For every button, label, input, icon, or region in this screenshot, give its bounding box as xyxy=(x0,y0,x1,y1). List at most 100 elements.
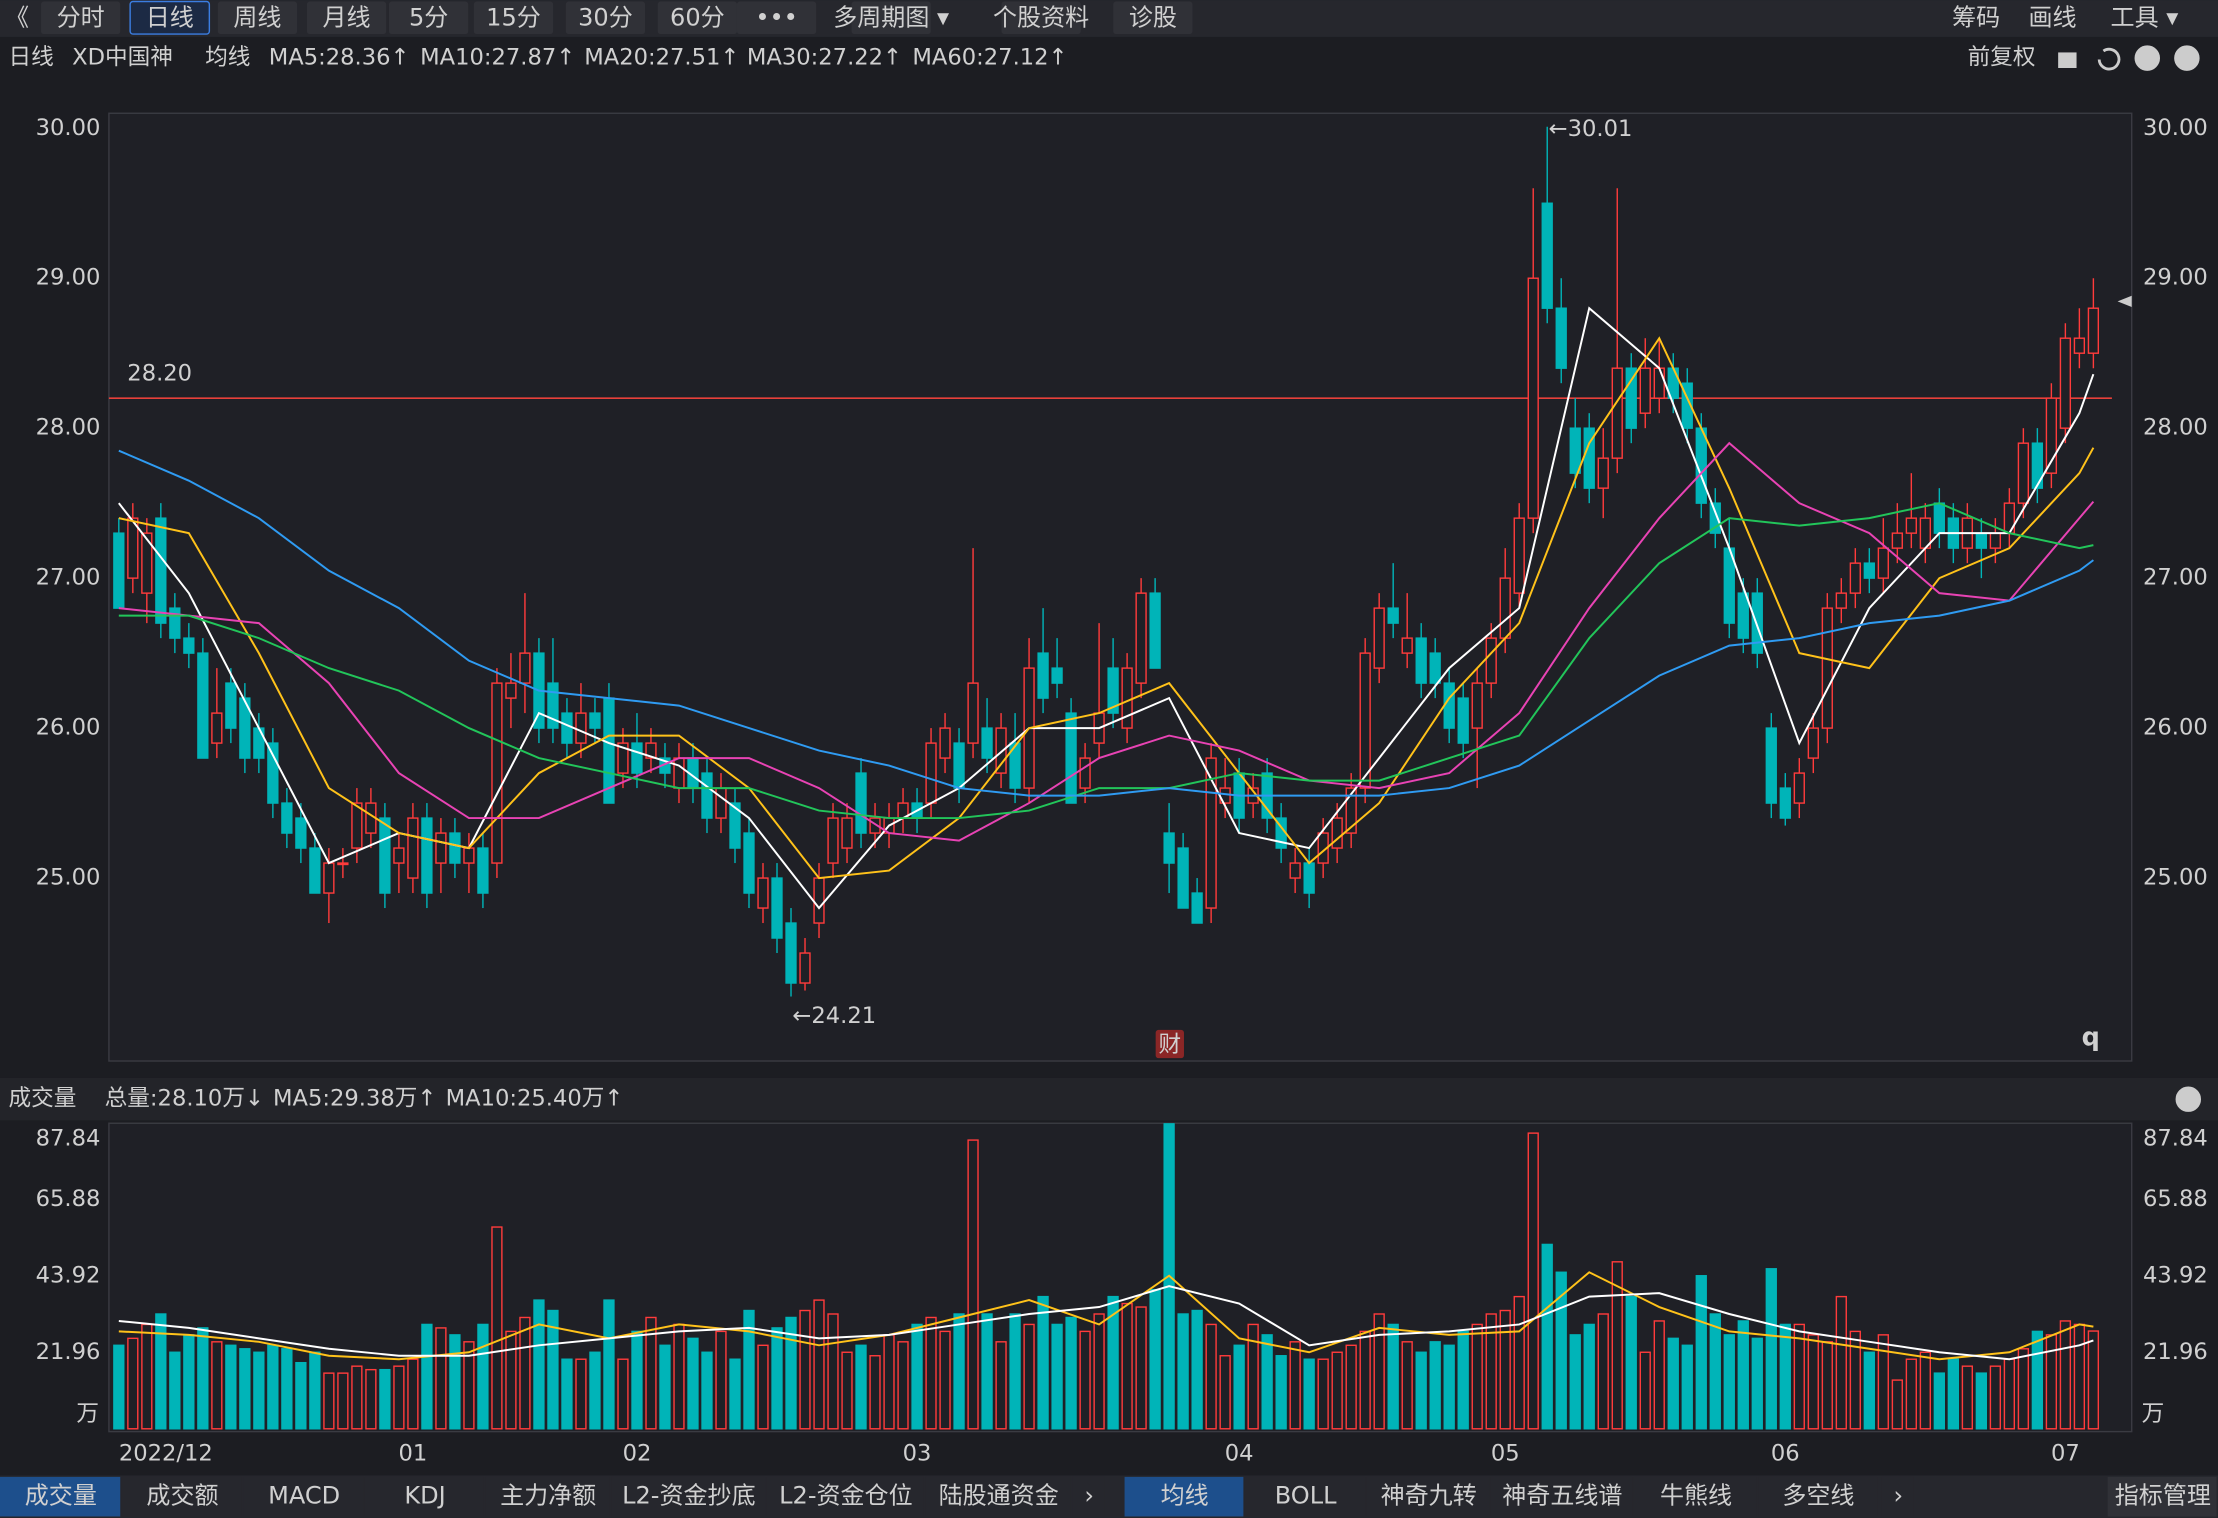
indicator-tab[interactable] xyxy=(1881,1476,1914,1517)
y-tick-label-right: 29.00 xyxy=(2143,265,2208,291)
candle-body xyxy=(253,727,265,759)
tab-label[interactable]: 30分 xyxy=(578,3,633,31)
indicator-tab[interactable] xyxy=(611,1476,766,1517)
volume-bar xyxy=(407,1358,419,1430)
candle-body xyxy=(799,952,811,984)
indicator-tab-label[interactable]: 均线 xyxy=(1161,1482,1209,1510)
candle-body xyxy=(295,817,307,849)
indicator-tab[interactable] xyxy=(1072,1476,1105,1517)
ma-line xyxy=(118,441,2095,842)
tab-label[interactable]: 60分 xyxy=(670,3,725,31)
legend-entry: MA30:27.22↑ xyxy=(747,45,902,71)
volume-bar xyxy=(267,1344,279,1430)
indicator-tab[interactable] xyxy=(1366,1476,1490,1517)
tab-label[interactable]: 《 xyxy=(5,3,29,31)
indicator-tab-label[interactable]: 主力净额 xyxy=(500,1482,596,1510)
volume-bar xyxy=(1709,1313,1721,1430)
tool-label[interactable]: 工具 ▾ xyxy=(2111,3,2179,31)
indicator-tab-label[interactable]: L2-资金抄底 xyxy=(622,1482,755,1510)
candle-body xyxy=(1933,502,1945,534)
tab-button[interactable] xyxy=(41,1,121,35)
volume-bar xyxy=(1891,1379,1903,1430)
indicator-tab[interactable] xyxy=(925,1476,1071,1517)
tab-button[interactable] xyxy=(851,1,931,35)
tab-button[interactable] xyxy=(1113,1,1193,35)
x-tick-label: 06 xyxy=(1771,1441,1800,1467)
tab-button[interactable] xyxy=(736,1,817,35)
tab-button[interactable] xyxy=(565,1,646,35)
volume-bar xyxy=(1415,1351,1427,1430)
tab-label[interactable]: 个股资料 xyxy=(993,3,1089,31)
volume-bar xyxy=(575,1358,587,1430)
indicator-tab[interactable] xyxy=(2107,1476,2217,1517)
volume-bar xyxy=(351,1365,363,1430)
indicator-tab-label[interactable]: 牛熊线 xyxy=(1660,1482,1732,1510)
indicator-tab[interactable] xyxy=(121,1476,242,1517)
indicator-tab-label[interactable]: KDJ xyxy=(404,1482,445,1510)
volume-bar xyxy=(2073,1323,2086,1430)
tab-label[interactable]: 月线 xyxy=(323,3,371,31)
indicator-tab[interactable] xyxy=(1124,1476,1244,1517)
indicator-tab[interactable] xyxy=(1490,1476,1633,1517)
volume-bar xyxy=(239,1348,251,1430)
candle-body xyxy=(2031,442,2044,489)
tab-button[interactable] xyxy=(1001,1,1081,35)
candle-body xyxy=(1289,862,1301,879)
badge-box[interactable] xyxy=(1155,1029,1184,1059)
candle-body xyxy=(645,742,657,759)
volume-bar xyxy=(449,1334,461,1430)
unit: 万 xyxy=(76,1401,99,1427)
stock-name: XD中国神 xyxy=(72,45,173,71)
tab-label[interactable]: 诊股 xyxy=(1129,3,1177,31)
volume-bar xyxy=(855,1344,867,1430)
tab-button[interactable] xyxy=(217,1,298,35)
candle-body xyxy=(1555,307,1567,369)
adjust[interactable]: 前复权 xyxy=(1968,45,2036,71)
badge[interactable]: 财 xyxy=(1159,1032,1182,1058)
indicator-tab[interactable] xyxy=(364,1476,484,1517)
tab-label[interactable]: 多周期图 ▾ xyxy=(833,3,949,31)
candle-body xyxy=(589,712,601,729)
indicator-tab[interactable] xyxy=(243,1476,364,1517)
tool-label[interactable]: 筹码 xyxy=(1952,3,2000,31)
indicator-tab-label[interactable]: 陆股通资金 xyxy=(939,1482,1059,1510)
indicator-tab-label[interactable]: › xyxy=(1084,1482,1094,1510)
indicator-tab[interactable] xyxy=(1633,1476,1757,1517)
indicator-tab-label[interactable]: 成交额 xyxy=(146,1482,218,1510)
candle-body xyxy=(925,742,937,804)
indicator-tab[interactable] xyxy=(1758,1476,1878,1517)
candle-body xyxy=(1429,652,1441,684)
indicator-tab-label[interactable]: › xyxy=(1894,1482,1904,1510)
indicator-tab[interactable] xyxy=(0,1476,121,1517)
indicator-tab-label[interactable]: 成交量 xyxy=(25,1482,97,1510)
indicator-tab-label[interactable]: 神奇五线谱 xyxy=(1502,1482,1622,1510)
indicator-tab[interactable] xyxy=(485,1476,610,1517)
volume-bar xyxy=(1765,1268,1777,1430)
volume-bar xyxy=(1499,1309,1511,1430)
tab-button[interactable] xyxy=(306,1,387,35)
tool-label[interactable]: 画线 xyxy=(2028,3,2076,31)
tab-button[interactable] xyxy=(657,1,737,35)
candle-body xyxy=(2087,307,2100,354)
tab-label[interactable]: ••• xyxy=(755,3,798,31)
tab-button[interactable] xyxy=(473,1,554,35)
tab-label[interactable]: 5分 xyxy=(409,3,448,31)
volume-bar xyxy=(113,1344,125,1430)
indicator-tab-label[interactable]: 神奇九转 xyxy=(1381,1482,1477,1510)
candle-body xyxy=(1401,637,1413,654)
tab-label[interactable]: 15分 xyxy=(486,3,541,31)
indicator-tab-label[interactable]: L2-资金仓位 xyxy=(779,1482,912,1510)
tab-button[interactable] xyxy=(129,0,211,35)
indicator-tab[interactable] xyxy=(766,1476,924,1517)
indicator-tab-label[interactable]: MACD xyxy=(268,1482,340,1510)
indicator-tab-label[interactable]: 指标管理 xyxy=(2115,1482,2211,1510)
indicator-tab[interactable] xyxy=(1244,1476,1366,1517)
tab-button[interactable] xyxy=(388,1,469,35)
tab-label[interactable]: 周线 xyxy=(233,3,281,31)
indicator-tab-label[interactable]: 多空线 xyxy=(1782,1482,1854,1510)
indicator-tab-label[interactable]: BOLL xyxy=(1275,1482,1337,1510)
tab-label[interactable]: 日线 xyxy=(146,3,194,31)
x-tick-label: 02 xyxy=(623,1441,652,1467)
x-tick-label: 03 xyxy=(903,1441,932,1467)
tab-label[interactable]: 分时 xyxy=(57,3,105,31)
